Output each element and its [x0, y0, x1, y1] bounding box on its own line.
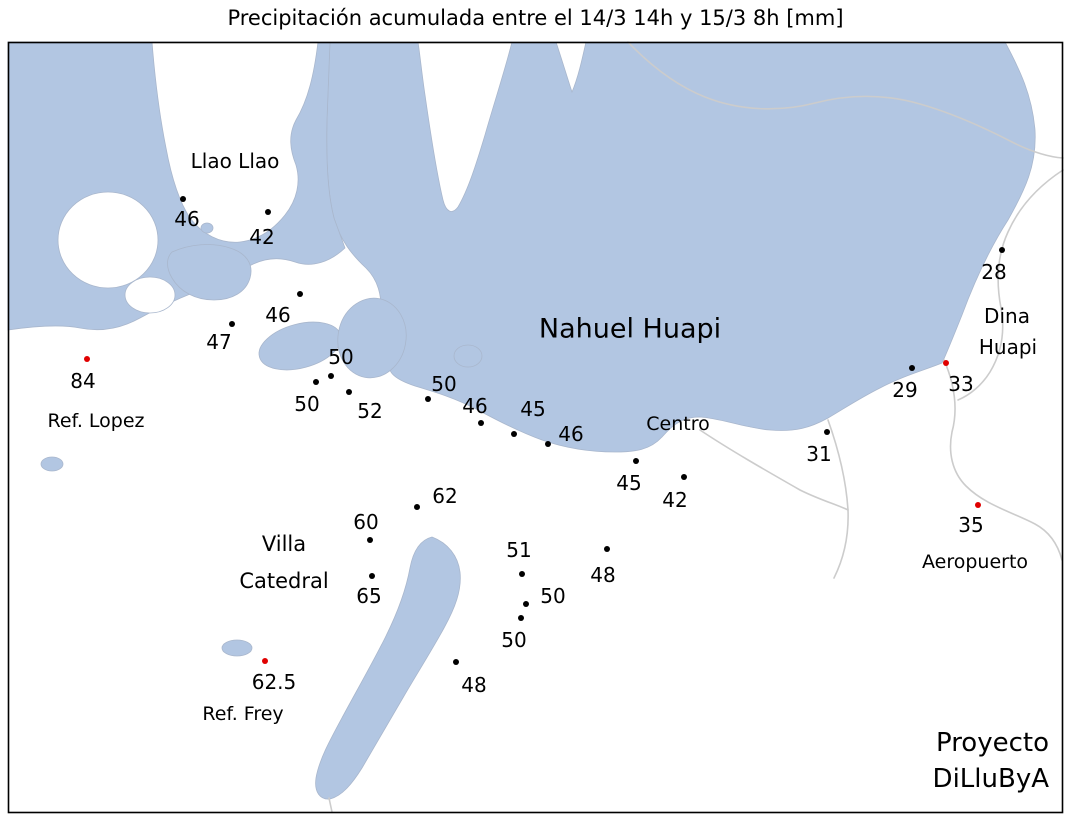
- small-pond-frey-shape: [221, 639, 253, 657]
- map-title: Precipitación acumulada entre el 14/3 14…: [227, 6, 844, 30]
- label-villa-catedral-line2: Catedral: [239, 569, 329, 593]
- river-gutierrez-outlet-line: [328, 797, 333, 813]
- map-frame: [7, 41, 1064, 814]
- station-value: 33: [948, 372, 974, 396]
- station-dot: [229, 321, 235, 327]
- station-dot: [478, 420, 484, 426]
- station-value: 50: [431, 372, 457, 396]
- label-nahuel-huapi: Nahuel Huapi: [538, 313, 722, 345]
- refuge-station-dot: [84, 356, 90, 362]
- llao-llao-peninsula-shape: [151, 41, 319, 243]
- station-value: 29: [892, 378, 918, 402]
- label-dina-huapi-line2: Huapi: [978, 335, 1038, 359]
- station-value: 51: [506, 538, 532, 562]
- road-centro-line: [699, 429, 849, 511]
- station-value: 35: [958, 513, 984, 537]
- station-dot: [265, 209, 271, 215]
- station-dot: [346, 389, 352, 395]
- station-value: 45: [520, 397, 546, 421]
- refuge-station-dot: [975, 502, 981, 508]
- station-dot: [367, 537, 373, 543]
- station-value: 48: [461, 673, 487, 697]
- station-dot: [523, 601, 529, 607]
- lake-trebol-shape: [453, 344, 483, 368]
- road-dina-huapi-line: [957, 169, 1064, 401]
- station-value: 50: [540, 584, 566, 608]
- station-value: 47: [206, 330, 232, 354]
- small-pond-west-shape: [40, 456, 64, 472]
- station-value: 28: [981, 260, 1007, 284]
- project-credit: Proyecto DiLluByA: [933, 726, 1049, 798]
- small-island-shape: [124, 276, 176, 314]
- project-credit-line1: Proyecto: [935, 728, 1049, 758]
- station-value: 42: [249, 225, 275, 249]
- label-centro: Centro: [646, 413, 710, 435]
- station-dot: [297, 291, 303, 297]
- lake-moreno-west-shape: [167, 244, 252, 301]
- label-ref-lopez: Ref. Lopez: [47, 410, 145, 432]
- station-value: 52: [357, 399, 383, 423]
- bahia-lopez-shape: [337, 297, 407, 379]
- station-value: 50: [294, 392, 320, 416]
- top-peninsula-shape: [417, 41, 513, 212]
- station-value: 50: [501, 628, 527, 652]
- lake-nahuel-huapi-shape: [326, 41, 1036, 453]
- station-value: 46: [462, 394, 488, 418]
- station-dot: [511, 431, 517, 437]
- station-value: 31: [806, 442, 832, 466]
- small-north-point-shape: [555, 41, 587, 94]
- project-credit-line2: DiLluByA: [932, 763, 1049, 794]
- station-value: 65: [356, 584, 382, 608]
- station-dot: [681, 474, 687, 480]
- station-dot: [999, 247, 1005, 253]
- station-dot: [909, 365, 915, 371]
- station-value: 46: [558, 422, 584, 446]
- label-dina-huapi-line1: Dina: [984, 304, 1030, 328]
- station-dot: [604, 546, 610, 552]
- station-dot: [313, 379, 319, 385]
- station-value: 62: [432, 484, 458, 508]
- refuge-station-dot: [943, 360, 949, 366]
- station-dot: [518, 615, 524, 621]
- station-value: 84: [70, 369, 96, 393]
- station-dot: [328, 373, 334, 379]
- station-value: 42: [662, 488, 688, 512]
- island-shape: [57, 191, 159, 289]
- label-aeropuerto: Aeropuerto: [921, 551, 1029, 573]
- station-dot: [519, 571, 525, 577]
- station-dot: [453, 659, 459, 665]
- station-value: 60: [353, 510, 379, 534]
- station-value: 46: [174, 207, 200, 231]
- station-dot: [425, 396, 431, 402]
- station-dot: [633, 458, 639, 464]
- station-dot: [369, 573, 375, 579]
- station-value: 45: [616, 471, 642, 495]
- station-value: 62.5: [251, 670, 297, 694]
- road-northeast-line: [627, 41, 1064, 159]
- peninsula-pond-shape: [200, 222, 214, 234]
- station-value: 46: [265, 303, 291, 327]
- refuge-station-dot: [262, 658, 268, 664]
- station-value: 50: [328, 345, 354, 369]
- river-limay-line: [943, 359, 1063, 561]
- station-dot: [824, 429, 830, 435]
- label-ref-frey: Ref. Frey: [202, 703, 284, 725]
- station-dot: [414, 504, 420, 510]
- label-villa-catedral-line1: Villa: [261, 532, 307, 556]
- station-value: 48: [590, 563, 616, 587]
- station-dot: [545, 441, 551, 447]
- label-llao-llao: Llao Llao: [190, 149, 280, 173]
- station-dot: [180, 196, 186, 202]
